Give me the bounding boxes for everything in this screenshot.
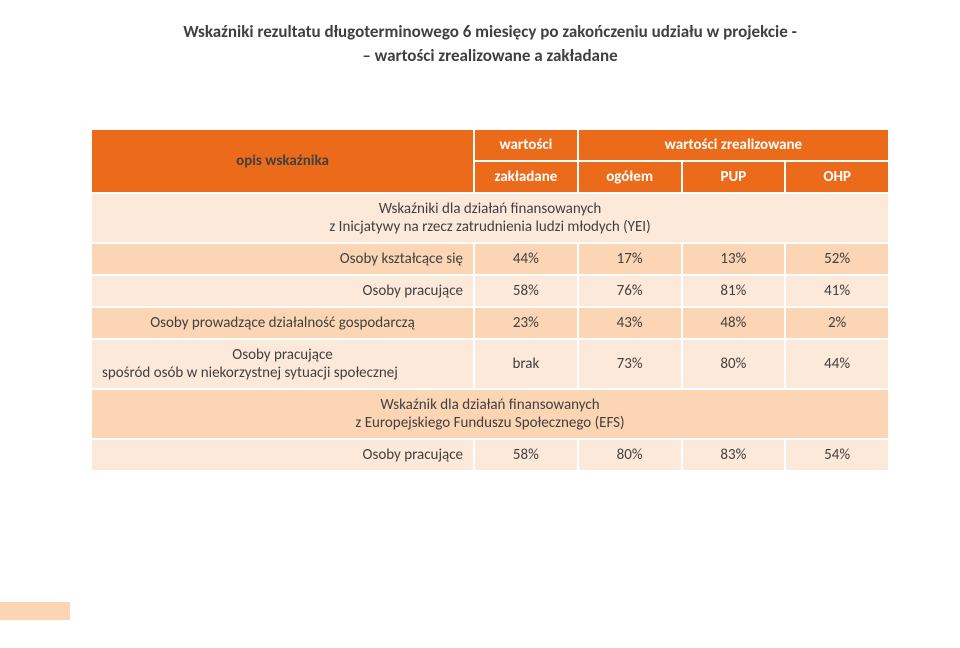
results-table: opis wskaźnika wartości wartości zrealiz…	[90, 128, 890, 472]
section-yei-line2: z Inicjatywy na rzecz zatrudnienia ludzi…	[329, 218, 650, 236]
row-niekorzystna-ogolem: 73%	[578, 339, 682, 389]
row-pracujace1-zakladane: 58%	[474, 275, 578, 307]
header-opis: opis wskaźnika	[91, 129, 474, 193]
row-pracujace2-zakladane: 58%	[474, 439, 578, 471]
section-efs-line2: z Europejskiego Funduszu Społecznego (EF…	[355, 414, 624, 432]
row-gospodarcza-ogolem: 43%	[578, 307, 682, 339]
row-ksztalcace-label: Osoby kształcące się	[91, 243, 474, 275]
footer-accent-rect	[0, 602, 70, 620]
row-niekorzystna-label-l1: Osoby pracujące	[102, 346, 463, 364]
section-yei-line1: Wskaźniki dla działań finansowanych	[379, 200, 602, 218]
row-gospodarcza-zakladane: 23%	[474, 307, 578, 339]
header-ohp: OHP	[785, 161, 889, 193]
row-ksztalcace-ogolem: 17%	[578, 243, 682, 275]
row-pracujace2-label: Osoby pracujące	[91, 439, 474, 471]
row-pracujace1-pup: 81%	[682, 275, 786, 307]
header-pup: PUP	[682, 161, 786, 193]
row-niekorzystna-pup: 80%	[682, 339, 786, 389]
row-pracujace2-pup: 83%	[682, 439, 786, 471]
row-gospodarcza-label: Osoby prowadzące działalność gospodarczą	[91, 307, 474, 339]
page-title: Wskaźniki rezultatu długoterminowego 6 m…	[90, 20, 890, 68]
row-niekorzystna-label-l2: spośród osób w niekorzystnej sytuacji sp…	[102, 364, 463, 382]
row-ksztalcace-ohp: 52%	[785, 243, 889, 275]
row-niekorzystna-ohp: 44%	[785, 339, 889, 389]
section-efs: Wskaźnik dla działań finansowanych z Eur…	[91, 389, 889, 439]
row-ksztalcace-zakladane: 44%	[474, 243, 578, 275]
row-ksztalcace-pup: 13%	[682, 243, 786, 275]
section-efs-line1: Wskaźnik dla działań finansowanych	[380, 396, 599, 414]
row-gospodarcza-ohp: 2%	[785, 307, 889, 339]
row-pracujace2-ogolem: 80%	[578, 439, 682, 471]
row-gospodarcza-pup: 48%	[682, 307, 786, 339]
header-zrealizowane: wartości zrealizowane	[578, 129, 889, 161]
header-ogolem: ogółem	[578, 161, 682, 193]
row-pracujace2-ohp: 54%	[785, 439, 889, 471]
row-pracujace1-label: Osoby pracujące	[91, 275, 474, 307]
row-pracujace1-ogolem: 76%	[578, 275, 682, 307]
row-pracujace1-ohp: 41%	[785, 275, 889, 307]
row-niekorzystna-zakladane: brak	[474, 339, 578, 389]
header-wartosci: wartości	[474, 129, 578, 161]
row-niekorzystna-label: Osoby pracujące spośród osób w niekorzys…	[91, 339, 474, 389]
header-zakladane: zakładane	[474, 161, 578, 193]
section-yei: Wskaźniki dla działań finansowanych z In…	[91, 193, 889, 243]
